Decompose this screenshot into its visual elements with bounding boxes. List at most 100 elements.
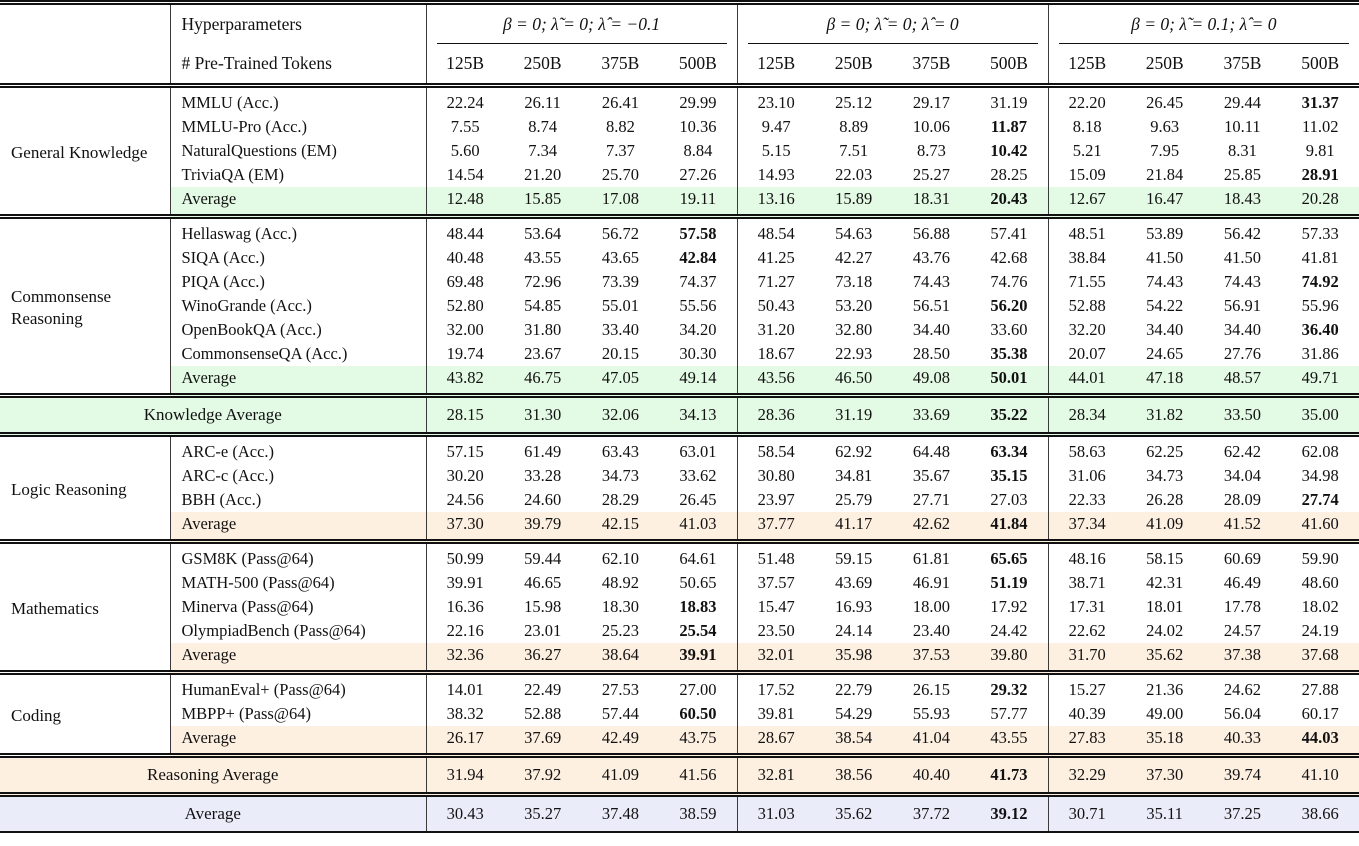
benchmark-row: Minerva (Pass@64) 16.36 15.98 18.30 18.83 15.… (0, 595, 1359, 619)
value-cell: 55.93 (912, 704, 950, 723)
value-cell: 53.64 (524, 224, 562, 243)
value-cell: 14.93 (736, 163, 815, 187)
token-count-header: 500B (1301, 53, 1340, 73)
value-cell: 41.25 (736, 246, 815, 270)
benchmark-label: MATH-500 (Pass@64) (169, 571, 426, 595)
benchmark-row: NaturalQuestions (EM) 5.60 7.34 7.37 8.84 5.1… (0, 139, 1359, 163)
value-cell: 21.36 (1146, 680, 1184, 699)
value-cell: 43.55 (970, 726, 1049, 756)
value-cell: 54.29 (835, 704, 873, 723)
value-cell: 49.14 (659, 366, 738, 396)
value-cell: 39.80 (970, 643, 1049, 673)
value-cell: 48.92 (601, 573, 639, 592)
value-cell: 17.31 (1047, 595, 1126, 619)
summary-label: Average (0, 794, 426, 832)
summary-row: Knowledge Average 28.15 31.30 32.06 34.13 28.… (0, 395, 1359, 435)
value-cell: 38.56 (814, 755, 893, 795)
benchmark-row: TriviaQA (EM) 14.54 21.20 25.70 27.26 14.93 22… (0, 163, 1359, 187)
value-cell: 17.92 (990, 597, 1028, 616)
value-cell: 62.10 (601, 549, 639, 568)
value-cell: 22.49 (524, 680, 562, 699)
benchmark-label: MMLU (Acc.) (169, 85, 426, 115)
section-average-row: Average 43.82 46.75 47.05 49.14 43.56 46.50 49.… (0, 366, 1359, 396)
value-cell: 27.83 (1047, 726, 1126, 756)
value-cell: 41.03 (659, 512, 738, 542)
value-cell: 32.01 (736, 643, 815, 673)
value-cell: 11.02 (1301, 117, 1339, 136)
value-cell: 57.77 (990, 704, 1028, 723)
token-count-header: 250B (523, 53, 562, 73)
token-count-header: 250B (1145, 53, 1184, 73)
summary-row: Average 30.43 35.27 37.48 38.59 31.03 35.62 37.… (0, 794, 1359, 832)
benchmark-label: ARC-c (Acc.) (169, 464, 426, 488)
value-cell: 24.42 (990, 621, 1028, 640)
value-cell: 34.81 (835, 466, 873, 485)
value-cell: 53.20 (835, 296, 873, 315)
value-cell: 24.19 (1301, 621, 1339, 640)
benchmark-row: WinoGrande (Acc.) 52.80 54.85 55.01 55.56 50.… (0, 294, 1359, 318)
benchmark-label: GSM8K (Pass@64) (169, 541, 426, 571)
value-cell: 44.01 (1047, 366, 1126, 396)
value-cell: 7.95 (1150, 141, 1180, 160)
value-cell: 26.28 (1146, 490, 1184, 509)
value-cell: 56.51 (912, 296, 950, 315)
value-cell: 41.60 (1281, 512, 1359, 542)
value-cell: 59.90 (1301, 549, 1339, 568)
value-cell: 24.62 (1223, 680, 1261, 699)
table-header: Hyperparameters β = 0; λ̃ = 0; λ̂ = −0.1… (0, 2, 1359, 86)
value-cell: 51.19 (990, 573, 1028, 592)
benchmark-label: CommonsenseQA (Acc.) (169, 342, 426, 366)
benchmark-label: Hellaswag (Acc.) (169, 216, 426, 246)
value-cell: 74.76 (990, 272, 1028, 291)
value-cell: 48.54 (736, 216, 815, 246)
value-cell: 41.81 (1301, 248, 1339, 267)
value-cell: 26.45 (1146, 93, 1184, 112)
value-cell: 15.27 (1047, 672, 1126, 702)
value-cell: 29.44 (1223, 93, 1261, 112)
benchmark-label: Average (169, 366, 426, 396)
value-cell: 37.38 (1203, 643, 1282, 673)
value-cell: 61.49 (524, 442, 562, 461)
value-cell: 49.00 (1146, 704, 1184, 723)
value-cell: 40.39 (1047, 702, 1126, 726)
value-cell: 37.25 (1203, 794, 1282, 832)
hyperparam-group-label: β = 0; λ̃ = 0.1; λ̂ = 0 (1131, 14, 1277, 34)
value-cell: 8.73 (916, 141, 946, 160)
value-cell: 59.44 (524, 549, 562, 568)
value-cell: 26.17 (425, 726, 504, 756)
value-cell: 41.04 (892, 726, 971, 756)
value-cell: 37.57 (736, 571, 815, 595)
value-cell: 25.70 (601, 165, 639, 184)
value-cell: 35.27 (503, 794, 582, 832)
value-cell: 56.88 (912, 224, 950, 243)
value-cell: 37.69 (503, 726, 582, 756)
value-cell: 8.74 (528, 117, 558, 136)
value-cell: 54.22 (1146, 296, 1184, 315)
value-cell: 43.75 (659, 726, 738, 756)
section-logic-reasoning: Logic Reasoning ARC-e (Acc.) 57.15 61.49 63.… (0, 434, 1359, 542)
value-cell: 31.80 (524, 320, 562, 339)
value-cell: 42.15 (581, 512, 660, 542)
value-cell: 11.87 (990, 117, 1028, 136)
value-cell: 60.50 (679, 704, 717, 723)
value-cell: 32.80 (835, 320, 873, 339)
value-cell: 28.25 (990, 165, 1028, 184)
value-cell: 74.37 (679, 272, 717, 291)
value-cell: 57.33 (1301, 224, 1339, 243)
value-cell: 35.62 (814, 794, 893, 832)
value-cell: 18.83 (679, 597, 717, 616)
category-label: Commonsense Reasoning (0, 216, 170, 396)
value-cell: 5.21 (1047, 139, 1126, 163)
section-general-knowledge: General Knowledge MMLU (Acc.) 22.24 26.11 26… (0, 85, 1359, 217)
value-cell: 22.20 (1047, 85, 1126, 115)
value-cell: 69.48 (425, 270, 504, 294)
value-cell: 31.37 (1301, 93, 1339, 112)
value-cell: 14.54 (425, 163, 504, 187)
value-cell: 22.33 (1047, 488, 1126, 512)
value-cell: 26.11 (524, 93, 561, 112)
token-count-header: 500B (989, 53, 1028, 73)
value-cell: 20.43 (970, 187, 1049, 217)
value-cell: 9.81 (1305, 141, 1335, 160)
section-average-row: Average 26.17 37.69 42.49 43.75 28.67 38.54 41.… (0, 726, 1359, 756)
value-cell: 23.01 (524, 621, 562, 640)
